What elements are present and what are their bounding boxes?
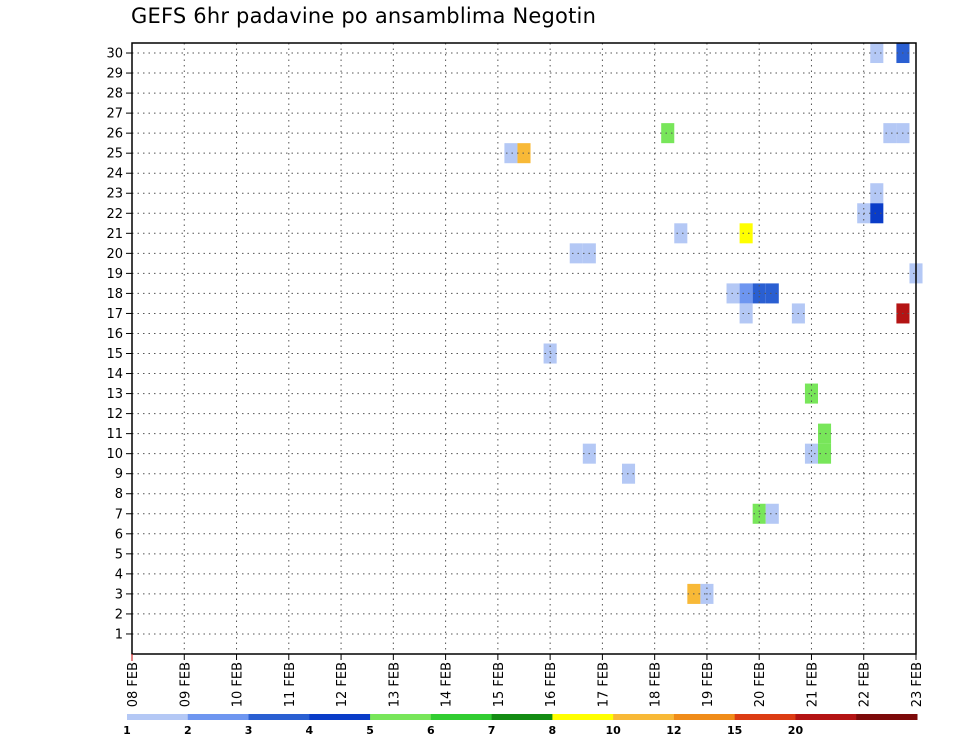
grid-lines [132,43,916,654]
x-tick-label: 10 FEB [231,662,246,707]
data-cell [504,143,518,164]
x-tick-label: 22 FEB [858,662,873,707]
colorbar-swatch [734,714,796,720]
y-tick-label: 23 [106,187,123,202]
x-tick-label: 23 FEB [910,662,925,707]
data-cell [569,243,583,264]
y-axis: 1234567891011121314151617181920212223242… [106,47,132,642]
colorbar-label: 20 [788,724,804,737]
x-tick-label: 18 FEB [649,662,664,707]
x-axis: 08 FEB 09 FEB 10 FEB 11 FEB 12 FEB 13 FEB 14 F… [126,654,925,707]
y-tick-label: 8 [115,487,123,502]
x-tick-label: 19 FEB [701,662,716,707]
x-tick-label: 15 FEB [492,662,507,707]
y-tick-label: 7 [115,507,123,522]
y-tick-label: 4 [115,567,123,582]
x-tick-label: 08 FEB [126,662,141,707]
y-tick-label: 14 [106,367,123,382]
x-tick-label: 20 FEB [753,662,768,707]
y-tick-label: 6 [115,527,123,542]
colorbar-swatch [613,714,675,720]
data-cell [870,43,884,64]
colorbar-label: 4 [305,724,313,737]
colorbar-swatch [248,714,310,720]
data-cell [818,443,832,464]
colorbar-swatch [309,714,371,720]
colorbar-label: 2 [184,724,192,737]
colorbar-label: 1 [123,724,131,737]
x-tick-label: 12 FEB [335,662,350,707]
y-tick-label: 21 [106,227,123,242]
data-cell [804,383,818,404]
colorbar-swatch [370,714,432,720]
colorbar-label: 10 [605,724,621,737]
data-cell [726,283,740,304]
colorbar-label: 8 [549,724,557,737]
data-cell [818,423,832,444]
x-tick-label: 21 FEB [805,662,820,707]
y-tick-label: 18 [106,287,123,302]
colorbar-label: 7 [488,724,496,737]
colorbar-label: 15 [727,724,742,737]
data-cell [765,283,779,304]
colorbar-swatch [491,714,553,720]
x-tick-label: 13 FEB [387,662,402,707]
y-tick-label: 11 [106,427,123,442]
y-tick-label: 3 [115,587,123,602]
x-tick-label: 16 FEB [544,662,559,707]
data-cell [661,123,675,144]
chart-title: GEFS 6hr padavine po ansamblima Negotin [131,4,597,28]
data-cell [765,503,779,524]
x-tick-label: 14 FEB [440,662,455,707]
data-cell [804,443,818,464]
y-tick-label: 27 [106,107,123,122]
data-cells [504,43,923,604]
data-cell [870,183,884,204]
colorbar-swatch [187,714,250,720]
y-tick-label: 16 [106,327,123,342]
y-tick-label: 25 [106,147,123,162]
y-tick-label: 30 [106,47,123,62]
y-tick-label: 12 [106,407,123,422]
y-tick-label: 20 [106,247,123,262]
y-tick-label: 15 [106,347,123,362]
plot-frame [131,42,917,655]
colorbar-swatch [430,714,493,720]
data-cell [883,123,897,144]
colorbar-swatch [127,714,189,720]
y-tick-label: 24 [106,167,123,182]
colorbar-swatch [856,714,918,720]
colorbar-swatch [552,714,614,720]
y-tick-label: 5 [115,547,123,562]
data-cell [739,283,753,304]
y-tick-label: 13 [106,387,123,402]
y-tick-label: 17 [106,307,123,322]
y-tick-label: 22 [106,207,123,222]
colorbar-label: 6 [427,724,435,737]
colorbar-swatch [673,714,736,720]
y-tick-label: 10 [106,447,123,462]
colorbar-label: 3 [245,724,253,737]
y-tick-label: 1 [115,627,123,642]
y-tick-label: 19 [106,267,123,282]
y-tick-label: 9 [115,467,123,482]
data-cell [739,223,753,244]
data-cell [739,303,753,324]
colorbar-label: 5 [366,724,374,737]
data-cell [622,463,636,484]
y-tick-label: 28 [106,87,123,102]
data-cell [674,223,688,244]
x-tick-label: 17 FEB [596,662,611,707]
x-tick-label: 09 FEB [178,662,193,707]
colorbar: 1 2 3 4 5 6 7 8 10 12 15 20 [123,714,918,737]
y-tick-label: 2 [115,607,123,622]
colorbar-swatch [795,714,857,720]
y-tick-label: 29 [106,67,123,82]
data-cell [870,203,884,224]
colorbar-label: 12 [666,724,681,737]
x-tick-label: 11 FEB [283,662,298,707]
y-tick-label: 26 [106,127,123,142]
